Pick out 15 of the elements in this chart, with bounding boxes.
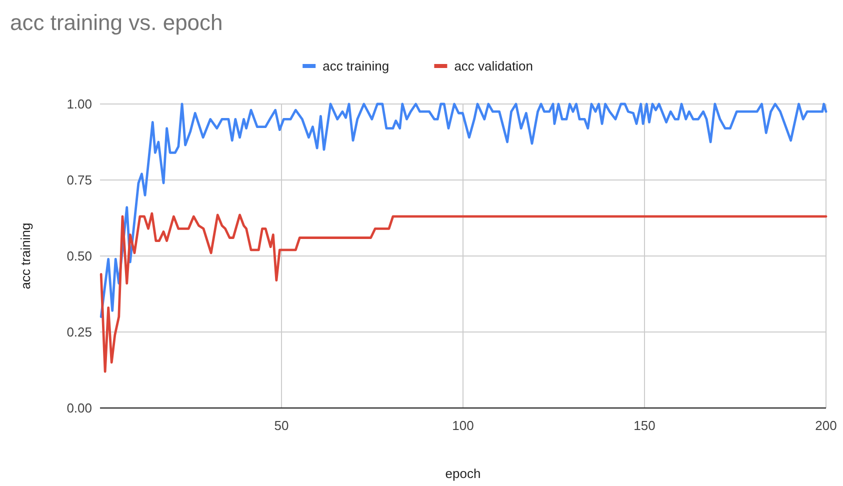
- x-tick-label: 100: [452, 418, 474, 433]
- line-series: [100, 212, 828, 373]
- chart-title: acc training vs. epoch: [10, 10, 223, 35]
- y-tick-label: 0.75: [66, 172, 92, 188]
- x-tick-label: 50: [274, 418, 289, 433]
- y-tick-label: 1.00: [66, 96, 92, 112]
- legend-label: acc training: [322, 58, 390, 74]
- x-tick-label: 200: [815, 418, 837, 433]
- legend-label: acc validation: [454, 58, 533, 74]
- y-tick-label: 0.50: [66, 248, 92, 264]
- y-axis-title: acc training: [18, 222, 33, 290]
- y-tick-label: 0.25: [66, 324, 92, 340]
- x-tick-label: 150: [634, 418, 656, 433]
- y-tick-label: 0.00: [66, 400, 92, 416]
- x-axis-title: epoch: [445, 466, 481, 481]
